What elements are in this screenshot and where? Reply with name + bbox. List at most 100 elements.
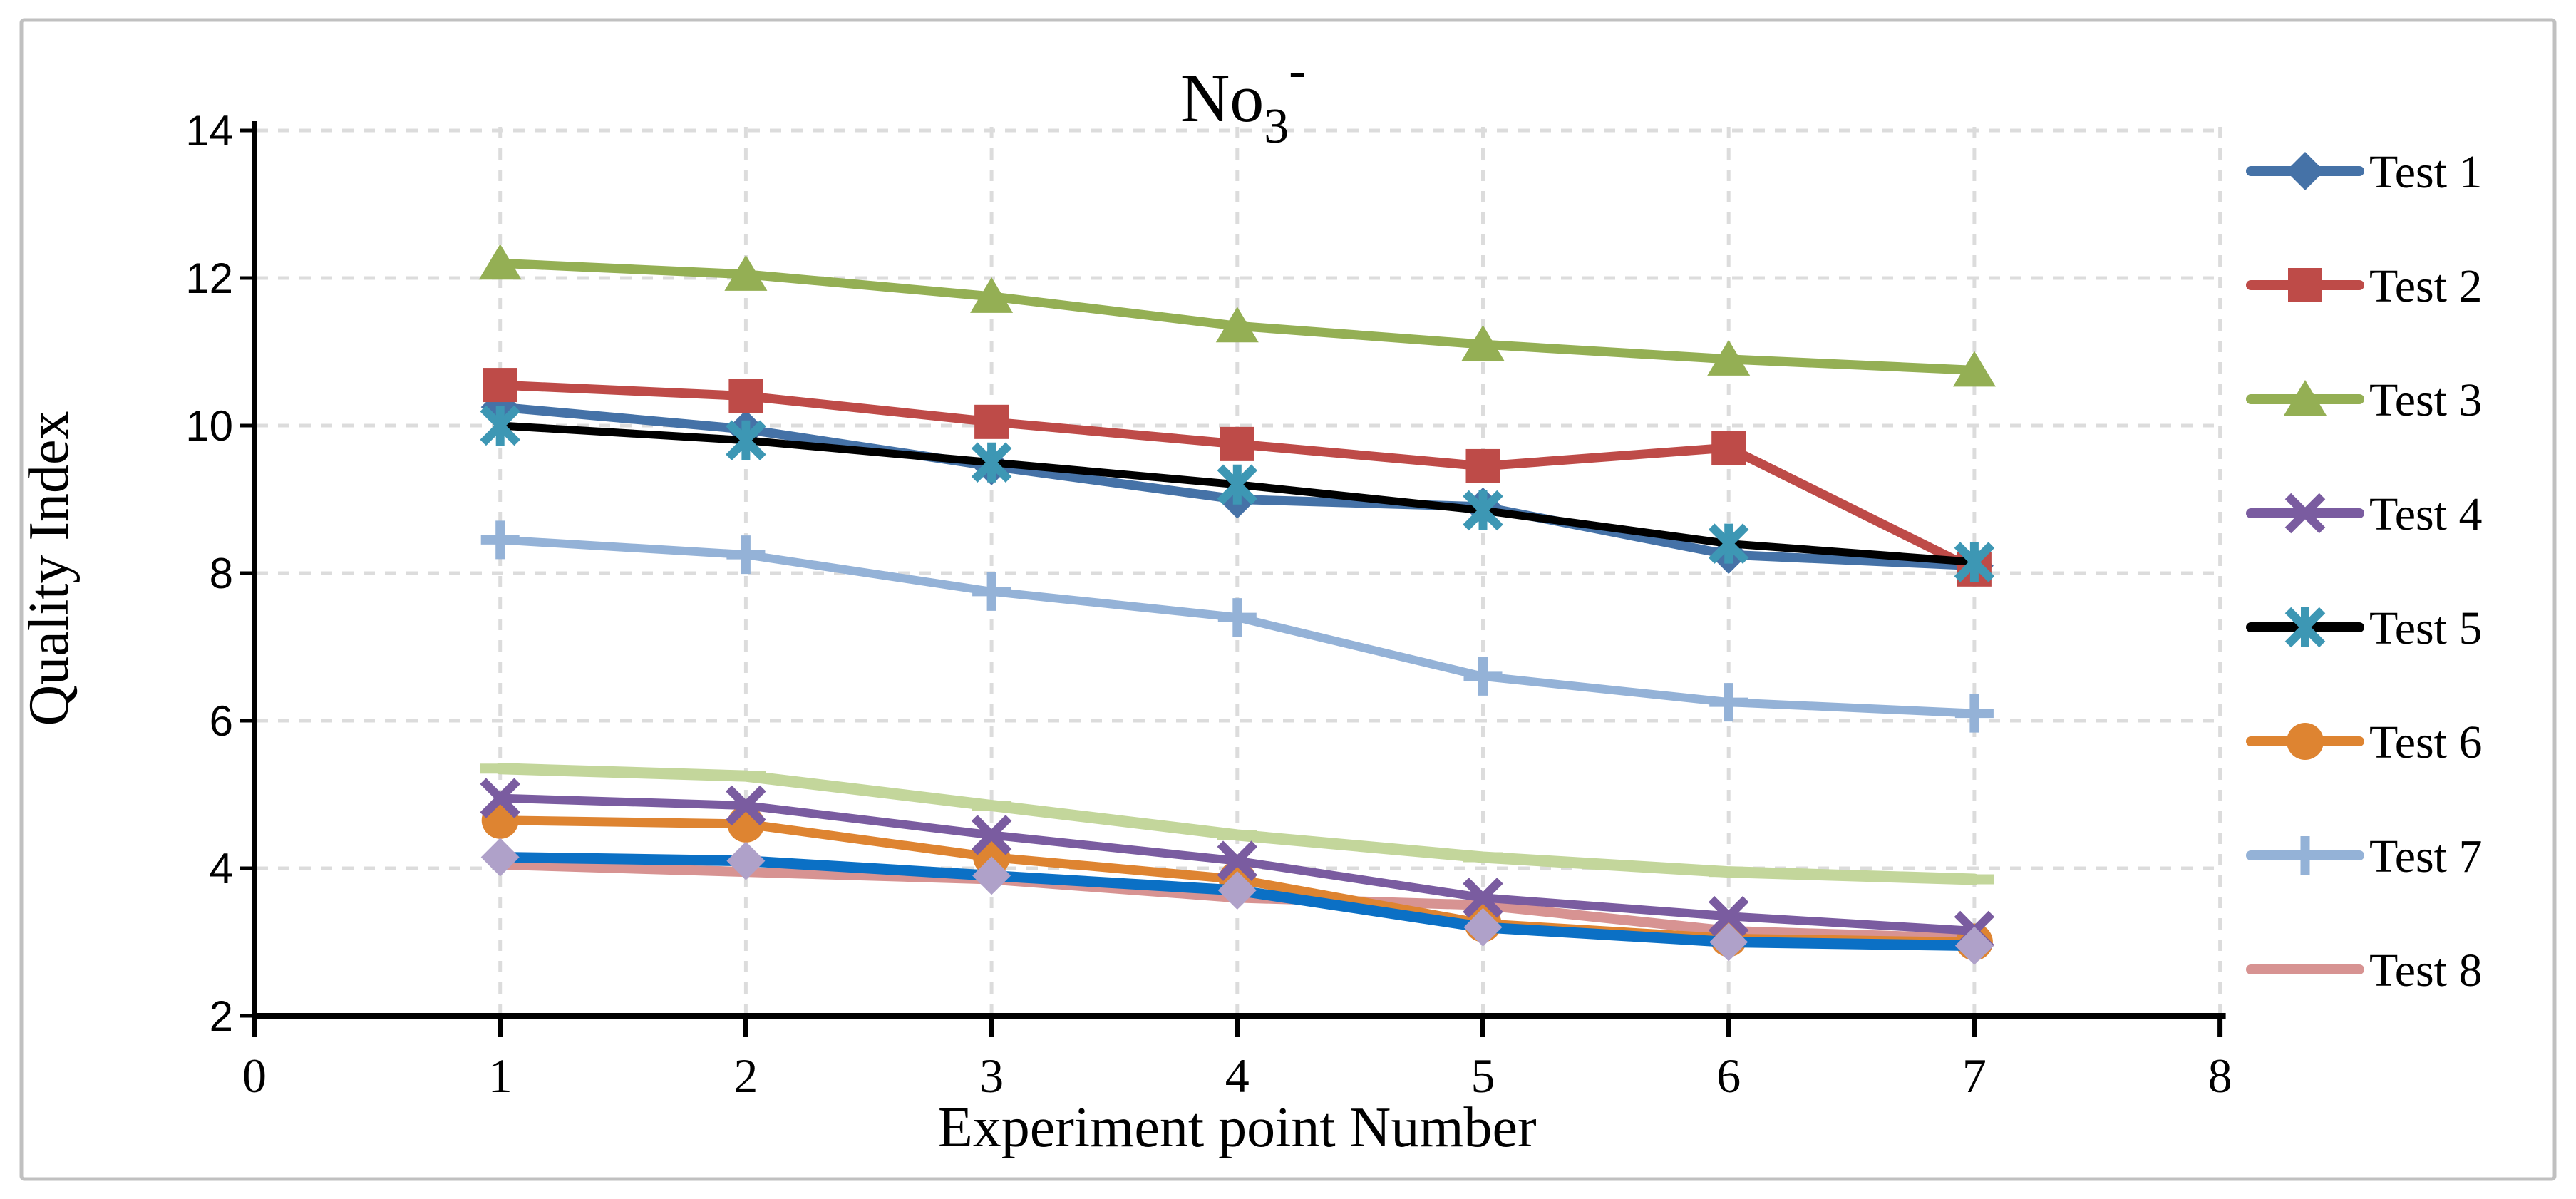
- legend-item-test-6: Test 6: [2246, 716, 2483, 768]
- dash-marker-icon: [972, 801, 1012, 811]
- y-tick-label: 14: [185, 107, 233, 155]
- square-marker-icon: [2288, 268, 2322, 302]
- data-point-test-3-x7: [1952, 351, 1996, 387]
- x-tick-labels: 0 1 2 3 4 5 6 7 8: [242, 1049, 2232, 1103]
- asterisk-marker-icon: [1217, 464, 1258, 505]
- data-point-unlabeled-10-x3: [972, 801, 1012, 811]
- data-point-unlabeled-9-x1: [480, 838, 520, 877]
- legend-item-test-4: Test 4: [2246, 488, 2483, 540]
- dash-marker-icon: [1217, 830, 1257, 840]
- x-tick-label: 4: [1225, 1049, 1250, 1103]
- data-point-test-7-x6: [1709, 683, 1748, 722]
- diamond-marker-icon: [1217, 871, 1257, 910]
- data-point-unlabeled-10-x7: [1954, 874, 1994, 885]
- dash-marker-icon: [480, 763, 520, 774]
- data-point-test-3-x3: [970, 277, 1014, 313]
- triangle-marker-icon: [1952, 351, 1996, 387]
- data-point-test-5-x7: [1954, 542, 1995, 582]
- x-tick-label: 7: [1962, 1049, 1987, 1103]
- square-marker-icon: [483, 368, 517, 403]
- legend: Test 1 Test 2 Test 3 Test 4 Test 5 Test 6 Test…: [2246, 146, 2483, 997]
- data-point-test-3-x5: [1461, 325, 1505, 361]
- data-point-test-5-x6: [1708, 523, 1749, 564]
- x-tick-label: 0: [242, 1049, 267, 1103]
- x-tick-label: 8: [2208, 1049, 2232, 1103]
- triangle-marker-icon: [1707, 339, 1751, 376]
- triangle-marker-icon: [724, 254, 768, 291]
- diamond-marker-icon: [1463, 907, 1503, 947]
- axes: [240, 121, 2226, 1037]
- data-point-unlabeled-10-x5: [1463, 852, 1503, 863]
- data-point-test-3-x1: [478, 244, 522, 280]
- data-point-test-4-x5: [1463, 878, 1503, 918]
- data-point-unlabeled-9-x2: [726, 841, 766, 880]
- dash-marker-icon: [726, 771, 766, 781]
- y-tick-label: 8: [210, 550, 233, 597]
- y-tick-label: 10: [185, 402, 233, 450]
- square-marker-icon: [1220, 426, 1254, 461]
- legend-item-test-8: Test 8: [2246, 945, 2483, 997]
- x-marker-icon: [1463, 878, 1503, 918]
- square-marker-icon: [728, 379, 763, 413]
- y-tick-labels: 14 12 10 8 6 4 2: [185, 107, 233, 1040]
- data-point-test-2-x2: [728, 379, 763, 413]
- data-point-test-7-x3: [972, 572, 1011, 611]
- data-point-test-5-x5: [1463, 490, 1503, 531]
- legend-marker-circle-icon: [2287, 723, 2324, 760]
- data-point-test-7-x4: [1217, 598, 1257, 637]
- plot-series: [478, 244, 1996, 965]
- dash-marker-icon: [1709, 867, 1749, 878]
- x-tick-label: 3: [979, 1049, 1004, 1103]
- data-point-test-7-x2: [726, 535, 766, 575]
- square-marker-icon: [1711, 431, 1746, 465]
- triangle-marker-icon: [1215, 307, 1259, 343]
- series-markers-test-2: [483, 368, 1992, 587]
- series-markers-unlabeled-9: [480, 838, 1994, 965]
- data-point-test-2-x3: [974, 404, 1009, 439]
- dash-marker-icon: [1954, 874, 1994, 885]
- legend-item-test-2: Test 2: [2246, 260, 2483, 312]
- series-unlabeled-10: [480, 763, 1994, 885]
- x-tick-label: 1: [488, 1049, 512, 1103]
- legend-label-test-1: Test 1: [2369, 146, 2483, 198]
- asterisk-marker-icon: [2284, 607, 2326, 648]
- asterisk-marker-icon: [480, 405, 520, 446]
- asterisk-marker-icon: [726, 420, 766, 460]
- legend-label-test-2: Test 2: [2369, 260, 2483, 312]
- data-point-test-5-x4: [1217, 464, 1258, 505]
- asterisk-marker-icon: [971, 442, 1012, 483]
- asterisk-marker-icon: [1463, 490, 1503, 531]
- triangle-marker-icon: [478, 244, 522, 280]
- data-point-test-4-x2: [726, 785, 766, 826]
- triangle-marker-icon: [1461, 325, 1505, 361]
- data-point-unlabeled-9-x7: [1954, 926, 1994, 965]
- x-marker-icon: [2284, 493, 2326, 534]
- data-point-unlabeled-9-x4: [1217, 871, 1257, 910]
- data-point-test-2-x6: [1711, 431, 1746, 465]
- data-point-test-4-x1: [480, 778, 520, 818]
- legend-marker-square-icon: [2288, 268, 2322, 302]
- triangle-marker-icon: [2284, 380, 2327, 416]
- asterisk-marker-icon: [1954, 542, 1995, 582]
- legend-label-test-6: Test 6: [2369, 716, 2483, 768]
- legend-marker-triangle-icon: [2284, 380, 2327, 416]
- x-tick-label: 6: [1716, 1049, 1741, 1103]
- data-point-unlabeled-10-x2: [726, 771, 766, 781]
- y-axis-title: Quality Index: [18, 411, 81, 726]
- data-point-test-3-x4: [1215, 307, 1259, 343]
- diamond-marker-icon: [1709, 922, 1748, 962]
- legend-item-test-5: Test 5: [2246, 602, 2483, 654]
- x-marker-icon: [1217, 840, 1258, 881]
- data-point-test-5-x1: [480, 405, 520, 446]
- data-point-test-2-x1: [483, 368, 517, 403]
- series-test-3: [478, 244, 1996, 387]
- legend-label-test-5: Test 5: [2369, 602, 2483, 654]
- series-markers-unlabeled-10: [480, 763, 1994, 885]
- series-test-4: [480, 778, 1995, 952]
- data-point-unlabeled-9-x5: [1463, 907, 1503, 947]
- x-axis-title: Experiment point Number: [938, 1096, 1537, 1159]
- diamond-marker-icon: [480, 838, 520, 877]
- diamond-marker-icon: [2286, 152, 2324, 190]
